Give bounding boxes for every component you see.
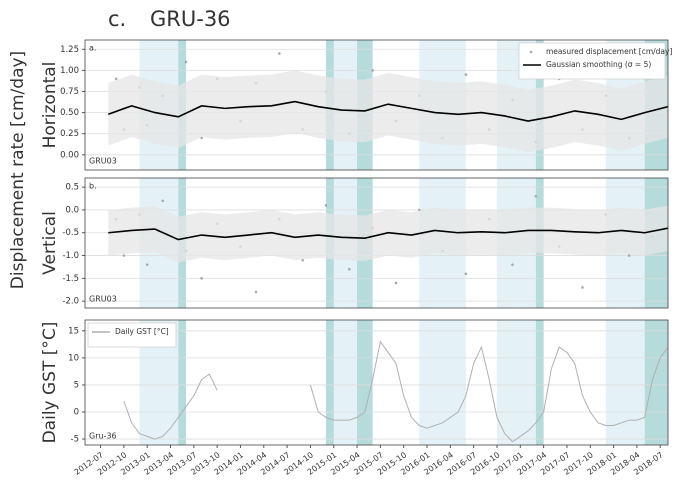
y-tick-label: -5: [71, 435, 79, 445]
data-point: [161, 199, 165, 203]
data-point: [301, 258, 304, 262]
data-point: [394, 281, 398, 285]
panel-letter: c.: [108, 7, 126, 31]
data-point: [184, 60, 188, 64]
y-axis-title: Displacement rate [cm/day]: [8, 51, 28, 289]
data-point: [464, 73, 468, 76]
y-tick-label: -1.5: [62, 274, 79, 284]
axes-frame: [84, 177, 669, 309]
y-tick-label: 0.5: [65, 183, 79, 193]
shaded-period: [325, 320, 334, 445]
panel-label: b.: [89, 182, 97, 191]
legend-label: Gaussian smoothing (σ = 5): [546, 60, 651, 69]
panel-axis-title: Vertical: [40, 211, 60, 275]
shaded-period: [535, 320, 544, 445]
panel-axis-title: Daily GST [°C]: [40, 322, 60, 444]
legend-box: [87, 322, 177, 348]
y-tick-label: 0: [74, 407, 79, 417]
data-point: [511, 263, 514, 266]
data-point: [371, 69, 374, 72]
y-tick-label: 15: [68, 326, 79, 336]
data-point: [324, 204, 328, 207]
shaded-period: [419, 320, 466, 445]
line: [108, 100, 668, 122]
plot-area: [85, 320, 668, 445]
shaded-period: [644, 320, 668, 445]
data-point: [464, 272, 468, 276]
data-point: [278, 52, 281, 55]
legend-marker: [529, 50, 533, 54]
data-point: [114, 77, 118, 81]
y-tick-label: 0.25: [60, 129, 79, 139]
y-tick-label: 0.00: [60, 150, 79, 160]
chart-title: GRU-36: [150, 7, 231, 31]
y-tick-label: -1.0: [62, 251, 79, 261]
line: [123, 340, 668, 443]
line: [108, 227, 668, 241]
y-tick-label: 0.75: [60, 87, 79, 97]
legend-label: Daily GST [°C]: [115, 327, 169, 336]
data-point: [627, 254, 631, 257]
site-label: GRU03: [89, 157, 117, 166]
site-label: GRU03: [89, 295, 117, 304]
legend-label: measured displacement [cm/day]: [546, 47, 672, 56]
data-point: [534, 194, 538, 198]
shaded-period: [605, 320, 645, 445]
data-point: [145, 263, 149, 266]
y-tick-label: 10: [68, 353, 79, 363]
legend-box: [518, 42, 666, 80]
y-tick-label: -2.0: [62, 297, 79, 307]
shaded-period: [496, 320, 536, 445]
axes-frame: [84, 319, 669, 446]
data-point: [347, 267, 351, 271]
y-tick-label: 0.50: [60, 108, 79, 118]
shaded-period: [357, 320, 373, 445]
data-point: [581, 286, 584, 289]
data-point: [254, 290, 258, 294]
y-tick-label: 0.0: [65, 205, 79, 215]
data-point: [200, 277, 203, 280]
panel-axis-title: Horizontal: [40, 62, 60, 149]
plot-area: [85, 178, 668, 308]
data-point: [122, 254, 126, 257]
y-tick-label: 1.00: [60, 66, 79, 76]
axes-frame: [84, 39, 669, 171]
shaded-period: [178, 320, 187, 445]
y-tick-label: -0.5: [62, 228, 79, 238]
spread-band: [108, 70, 668, 153]
spread-band: [108, 205, 668, 263]
panel-label: a.: [89, 44, 96, 53]
y-tick-label: 5: [74, 380, 79, 390]
site-label: Gru-36: [89, 432, 117, 441]
y-tick-label: 1.25: [60, 45, 79, 55]
